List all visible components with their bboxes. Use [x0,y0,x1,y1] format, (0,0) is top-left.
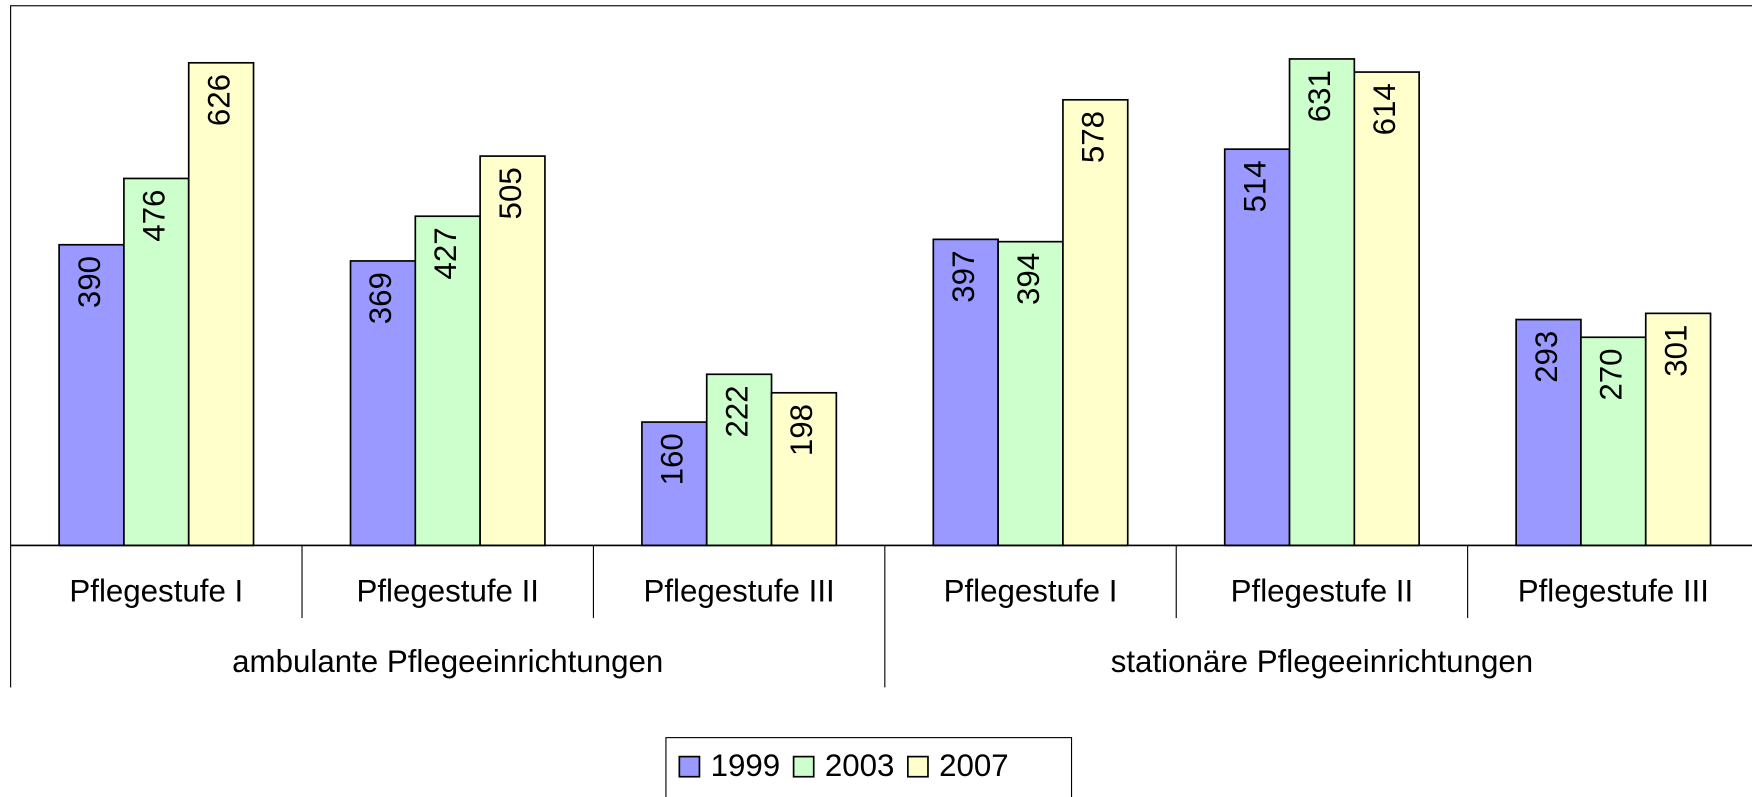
data-label: 222 [719,385,754,437]
x-tick-label: Pflegestufe III [1518,574,1709,609]
legend-frame [665,737,1073,797]
data-label: 427 [428,227,463,279]
bar [123,177,190,547]
x-tick-label: Pflegestufe I [69,574,243,609]
bar [1062,98,1129,547]
x-tick-label: Pflegestufe III [644,574,835,609]
bar [479,155,546,547]
data-label: 369 [363,272,398,324]
legend-swatch [792,755,815,778]
bar [1515,318,1582,547]
bar [187,61,255,547]
x-tick-label: Pflegestufe I [944,574,1118,609]
legend-label: 1999 [711,748,781,783]
legend-label: 2007 [939,748,1009,783]
x-tick-label: Pflegestufe II [1231,574,1414,609]
data-label: 505 [493,167,528,219]
data-label: 160 [655,433,690,485]
legend-label: 2003 [825,748,895,783]
legend-swatch [907,755,929,778]
data-label: 301 [1658,325,1693,377]
data-label: 626 [201,74,236,126]
bar [1644,312,1712,547]
x-tick-label: Pflegestufe II [356,574,539,609]
bar [414,215,481,547]
data-label: 390 [72,256,107,308]
data-label: 578 [1076,111,1111,163]
data-label: 476 [137,190,172,242]
bar [349,260,417,547]
data-label: 631 [1302,70,1337,122]
data-label: 514 [1237,160,1272,212]
plot-frame [10,5,1752,546]
data-label: 394 [1011,253,1046,305]
data-label: 198 [784,404,819,456]
group-label: stationäre Pflegeeinrichtungen [1111,644,1533,679]
data-label: 614 [1367,83,1402,135]
group-label: ambulante Pflegeeinrichtungen [232,644,663,679]
bar [770,391,838,547]
bar [1223,148,1291,547]
bar [997,240,1064,547]
bar [1353,71,1420,547]
legend: 1999 2003 2007 [665,737,1073,797]
data-label: 270 [1594,348,1629,400]
bar [1580,336,1647,547]
data-label: 397 [946,251,981,303]
data-label: 293 [1529,331,1564,383]
legend-swatch [678,755,701,778]
bar [1288,58,1356,547]
bar [932,238,999,547]
